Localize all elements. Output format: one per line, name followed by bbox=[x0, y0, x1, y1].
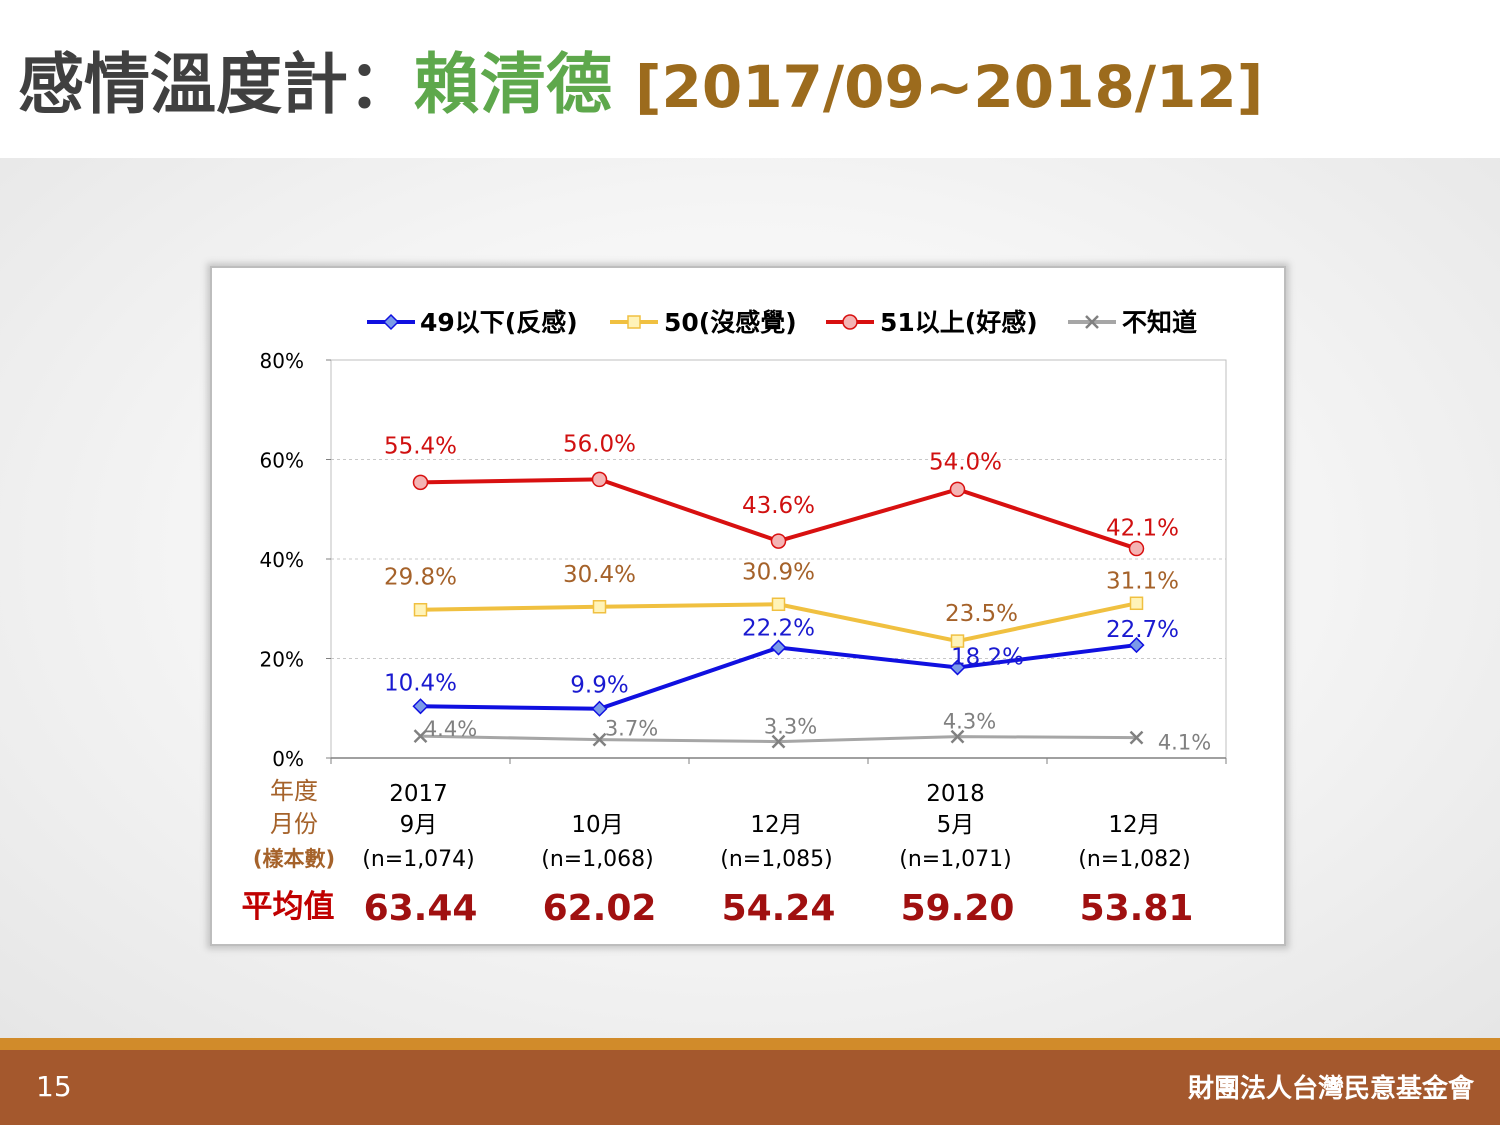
row-label-month: 月份 bbox=[270, 810, 318, 838]
data-label: 4.4% bbox=[424, 717, 477, 741]
data-point bbox=[770, 639, 787, 656]
data-point bbox=[950, 634, 965, 648]
x-month-label: 12月 bbox=[750, 812, 802, 838]
data-point bbox=[1129, 596, 1144, 611]
data-label: 30.4% bbox=[563, 562, 636, 588]
legend-marker bbox=[382, 313, 400, 331]
title-prefix: 感情溫度計： bbox=[18, 46, 414, 123]
mean-value: 53.81 bbox=[1080, 888, 1194, 929]
data-point bbox=[592, 600, 607, 614]
legend-label: 50(沒感覺) bbox=[664, 308, 797, 337]
chart-series bbox=[412, 471, 1145, 749]
x-sample-label: (n=1,082) bbox=[1078, 847, 1191, 872]
data-point bbox=[592, 732, 607, 747]
title-period: [2017/09~2018/12] bbox=[634, 53, 1264, 121]
data-label: 3.3% bbox=[764, 715, 817, 739]
x-month-label: 9月 bbox=[400, 812, 438, 838]
mean-value: 59.20 bbox=[901, 888, 1015, 929]
slide-title: 感情溫度計：賴清德 [2017/09~2018/12] bbox=[18, 40, 1263, 132]
data-point bbox=[591, 700, 608, 717]
legend-label: 49以下(反感) bbox=[420, 308, 578, 337]
data-point bbox=[771, 734, 786, 749]
data-point bbox=[413, 729, 428, 743]
mean-value: 63.44 bbox=[364, 888, 478, 929]
legend-marker bbox=[842, 314, 858, 330]
legend-marker bbox=[627, 315, 641, 329]
data-point bbox=[1128, 540, 1145, 557]
data-label: 55.4% bbox=[384, 433, 457, 459]
footer-stripe bbox=[0, 1038, 1500, 1050]
organization-name: 財團法人台灣民意基金會 bbox=[1187, 1074, 1474, 1104]
data-label: 22.7% bbox=[1106, 617, 1179, 643]
x-year-label: 2017 bbox=[389, 781, 448, 807]
data-label: 9.9% bbox=[570, 673, 628, 699]
data-label: 29.8% bbox=[384, 565, 457, 591]
y-tick-label: 20% bbox=[260, 648, 304, 672]
title-person: 賴清德 bbox=[414, 46, 612, 123]
x-sample-label: (n=1,071) bbox=[899, 847, 1012, 872]
chart-data-labels: 10.4% 9.9% 22.2% 18.2% 22.7% 29.8% 30.4% 30.9% 2… bbox=[384, 431, 1211, 754]
legend-label: 51以上(好感) bbox=[880, 308, 1038, 337]
mean-value: 54.24 bbox=[722, 888, 836, 929]
data-point bbox=[771, 597, 786, 612]
footer-bar bbox=[0, 1050, 1500, 1125]
data-point bbox=[1129, 730, 1144, 745]
data-label: 30.9% bbox=[742, 559, 815, 585]
y-tick-label: 80% bbox=[260, 349, 304, 373]
data-label: 31.1% bbox=[1106, 568, 1179, 594]
y-tick-label: 0% bbox=[272, 747, 304, 771]
data-label: 4.1% bbox=[1158, 731, 1211, 755]
data-label: 4.3% bbox=[943, 710, 996, 734]
data-label: 10.4% bbox=[384, 670, 457, 696]
legend-label: 不知道 bbox=[1122, 308, 1197, 337]
data-point bbox=[949, 481, 966, 498]
data-point bbox=[412, 474, 429, 491]
data-label: 42.1% bbox=[1106, 516, 1179, 542]
x-sample-label: (n=1,074) bbox=[362, 847, 475, 872]
x-sample-label: (n=1,085) bbox=[720, 847, 833, 872]
page-number: 15 bbox=[36, 1070, 72, 1103]
data-label: 43.6% bbox=[742, 493, 815, 519]
data-point bbox=[1128, 637, 1145, 654]
row-label-sample: (樣本數) bbox=[253, 847, 335, 871]
x-sample-label: (n=1,068) bbox=[541, 847, 654, 872]
x-month-label: 12月 bbox=[1108, 812, 1160, 838]
data-label: 54.0% bbox=[929, 449, 1002, 475]
mean-value: 62.02 bbox=[543, 888, 657, 929]
data-point bbox=[413, 602, 428, 617]
data-label: 56.0% bbox=[563, 431, 636, 457]
data-label: 18.2% bbox=[951, 644, 1024, 670]
data-point bbox=[770, 533, 787, 549]
data-point bbox=[950, 729, 965, 744]
data-point bbox=[591, 471, 608, 488]
chart-grid bbox=[331, 459, 1226, 659]
chart-axes: 0% 20% 40% 60% 80% bbox=[260, 349, 1227, 771]
x-year-label: 2018 bbox=[926, 781, 985, 807]
y-tick-label: 40% bbox=[260, 548, 304, 572]
data-point bbox=[412, 698, 429, 715]
y-tick-label: 60% bbox=[260, 449, 304, 473]
data-label: 22.2% bbox=[742, 616, 815, 642]
data-label: 23.5% bbox=[945, 601, 1018, 627]
x-month-label: 10月 bbox=[571, 812, 623, 838]
chart-legend: 49以下(反感) 50(沒感覺) 51以上(好感) 不知道 bbox=[367, 308, 1197, 337]
data-point bbox=[949, 659, 966, 676]
row-label-mean: 平均值 bbox=[242, 889, 335, 925]
data-label: 3.7% bbox=[605, 717, 658, 741]
legend-marker bbox=[1085, 315, 1099, 329]
row-label-year: 年度 bbox=[270, 777, 318, 805]
x-month-label: 5月 bbox=[937, 812, 975, 838]
